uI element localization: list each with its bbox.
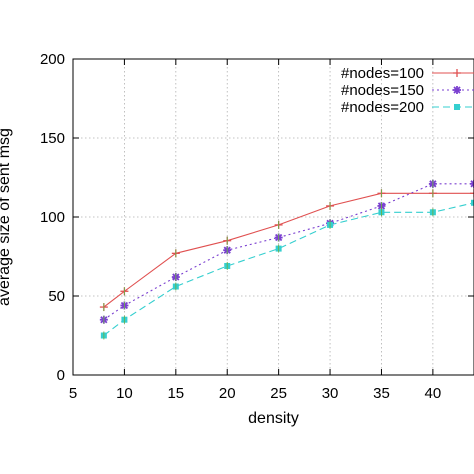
series-2 xyxy=(100,198,474,340)
legend: #nodes=100#nodes=150#nodes=200 xyxy=(341,65,474,116)
y-tick-label: 200 xyxy=(40,51,65,68)
legend-label: #nodes=200 xyxy=(341,99,424,116)
legend-label: #nodes=100 xyxy=(341,65,424,82)
x-tick-label: 10 xyxy=(116,385,133,402)
series-1 xyxy=(99,179,474,324)
x-axis-label: density xyxy=(248,410,299,427)
y-tick-label: 0 xyxy=(57,367,65,384)
x-tick-label: 20 xyxy=(219,385,236,402)
y-tick-label: 150 xyxy=(40,130,65,147)
data-point xyxy=(453,86,461,94)
y-axis-label: average size of sent msg xyxy=(0,128,13,306)
x-tick-label: 30 xyxy=(322,385,339,402)
x-tick-label: 25 xyxy=(270,385,287,402)
y-tick-label: 100 xyxy=(40,209,65,226)
data-point xyxy=(471,199,474,206)
x-tick-label: 15 xyxy=(167,385,184,402)
data-point xyxy=(470,179,474,188)
grid xyxy=(73,59,474,375)
x-tick-label: 40 xyxy=(425,385,442,402)
series-line xyxy=(103,202,474,336)
series-line xyxy=(103,183,474,321)
data-point xyxy=(454,104,460,110)
x-tick-label: 5 xyxy=(69,385,77,402)
axis-ticks: 5 10 15 20 25 30 35 40 0 50 100 150 200 xyxy=(40,51,474,402)
series-layer xyxy=(99,179,474,340)
y-tick-label: 50 xyxy=(48,288,65,305)
data-point xyxy=(453,69,461,77)
data-point xyxy=(470,189,474,198)
series-0 xyxy=(99,189,474,312)
series-line xyxy=(103,192,474,308)
x-tick-label: 35 xyxy=(373,385,390,402)
legend-label: #nodes=150 xyxy=(341,82,424,99)
